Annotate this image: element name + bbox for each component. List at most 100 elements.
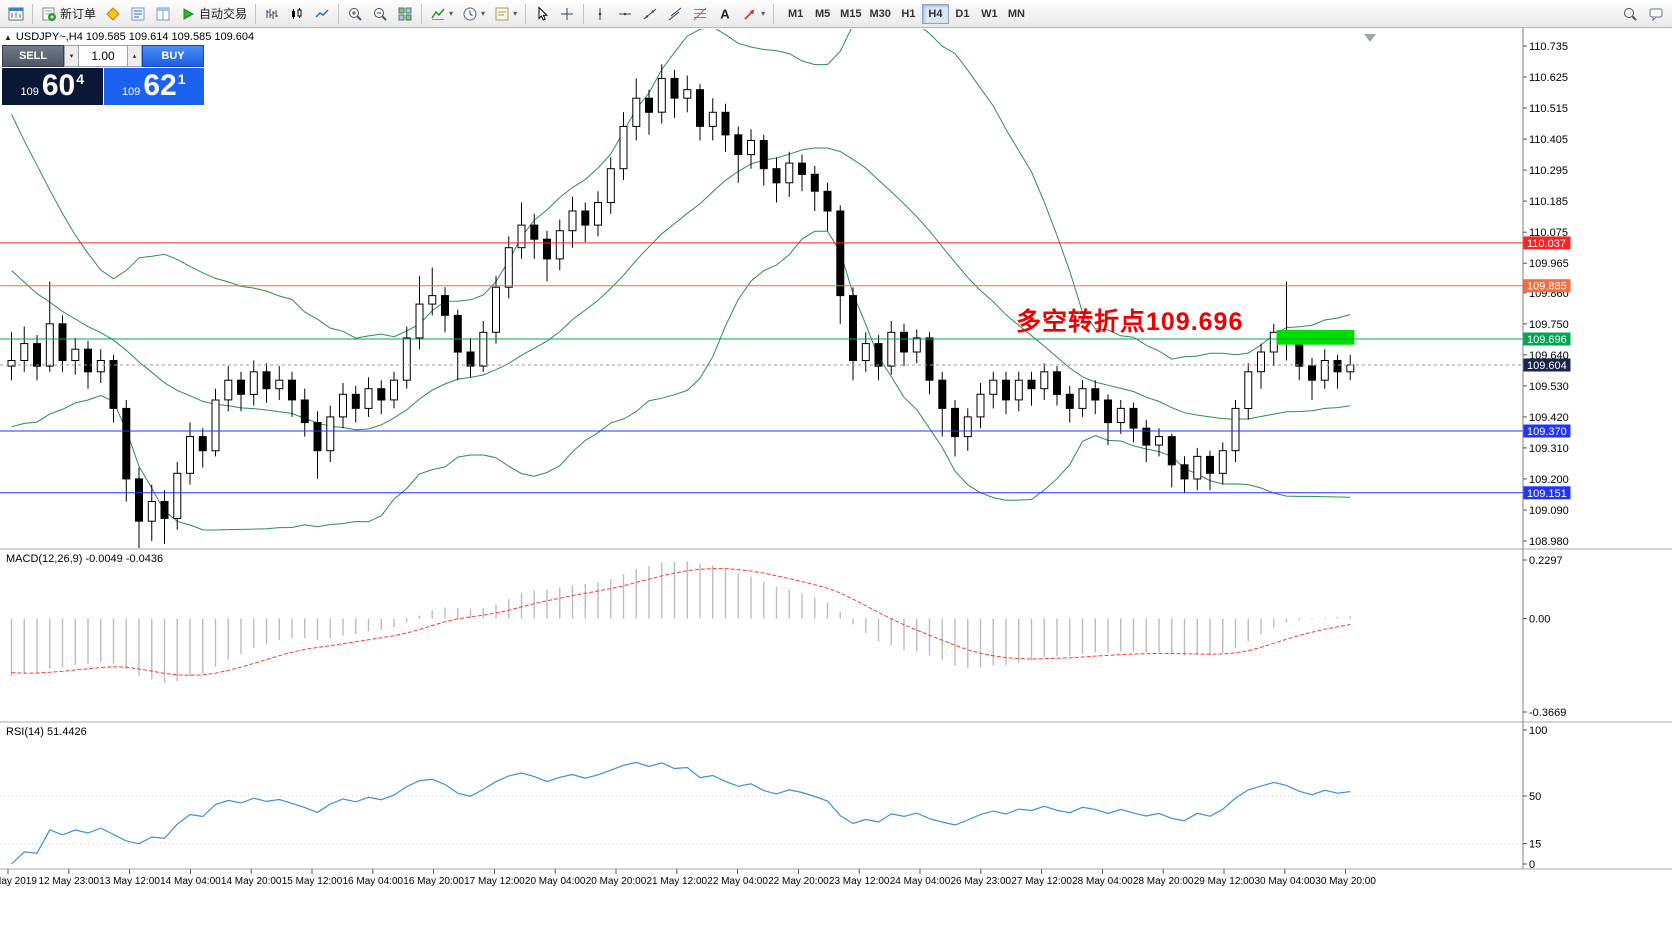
price-axis[interactable]: 110.735 110.625 110.515 110.405 110.295 110.1… [1522,28,1571,871]
main-price-pane[interactable] [7,3,1355,550]
market-watch-icon [130,6,146,22]
fibonacci-button[interactable] [688,2,712,26]
cursor-icon [534,5,550,22]
svg-text:28 May 04:00: 28 May 04:00 [1072,876,1133,887]
dropdown-caret-icon: ▾ [449,9,454,18]
svg-text:14 May 04:00: 14 May 04:00 [160,876,221,887]
svg-text:110.735: 110.735 [1529,41,1568,53]
svg-text:109.530: 109.530 [1529,381,1569,393]
timeframe-m1-button[interactable]: M1 [782,4,809,24]
caret-up-icon: ▴ [132,53,137,60]
volume-up-button[interactable]: ▴ [127,45,142,67]
svg-text:109.090: 109.090 [1529,505,1569,517]
horizontal-line-button[interactable] [613,2,637,26]
svg-text:30 May 04:00: 30 May 04:00 [1254,876,1315,887]
svg-text:109.604: 109.604 [1527,360,1567,372]
zoom-out-button[interactable] [368,2,392,26]
buy-button[interactable]: BUY [142,45,204,67]
candle-chart-button[interactable] [285,2,309,26]
svg-text:17 May 12:00: 17 May 12:00 [464,876,525,887]
svg-text:110.405: 110.405 [1529,134,1568,146]
vertical-line-button[interactable] [588,2,612,26]
svg-text:109.696: 109.696 [1527,334,1567,346]
data-window-button[interactable] [151,2,175,26]
svg-text:14 May 20:00: 14 May 20:00 [221,876,282,887]
hline-icon [617,6,633,22]
pivot-annotation[interactable]: 多空转折点109.696 [1016,308,1244,336]
collapse-triangle-icon[interactable]: ▲ [4,32,12,42]
search-button[interactable] [1618,2,1642,26]
new-chart-button[interactable] [4,2,28,26]
toolbar-right-group [1618,2,1668,26]
tile-icon [397,6,413,22]
magnifier-icon [1622,6,1638,22]
svg-text:108.980: 108.980 [1529,536,1569,548]
channel-button[interactable] [663,2,687,26]
svg-text:13 May 12:00: 13 May 12:00 [99,876,160,887]
templates-button[interactable]: ▾ [490,2,521,26]
favorites-button[interactable] [101,2,125,26]
macd-pane[interactable] [10,561,1351,683]
svg-text:109.965: 109.965 [1529,258,1569,270]
svg-text:20 May 20:00: 20 May 20:00 [586,876,647,887]
timeframe-d1-button[interactable]: D1 [949,4,976,24]
arrows-button[interactable]: ▾ [738,2,769,26]
periods-button[interactable]: ▾ [458,2,489,26]
new-order-button[interactable]: 新订单 [37,2,100,26]
svg-text:109.310: 109.310 [1529,443,1569,455]
chart-shift-marker[interactable] [1364,34,1376,42]
line-chart-button[interactable] [310,2,334,26]
feedback-button[interactable] [1644,2,1668,26]
svg-text:109.420: 109.420 [1529,412,1569,424]
timeframe-w1-button[interactable]: W1 [976,4,1003,24]
zoom-out-icon [372,6,388,22]
svg-text:16 May 20:00: 16 May 20:00 [403,876,464,887]
text-button[interactable]: A [713,2,737,26]
toolbar-separator [338,3,340,24]
market-watch-button[interactable] [126,2,150,26]
svg-text:110.037: 110.037 [1527,238,1566,250]
rsi-label: RSI(14) 51.4426 [6,726,87,738]
bid-price-box[interactable]: 109 60 4 [2,68,103,105]
dropdown-caret-icon: ▾ [761,9,766,18]
macd-signal-line [11,568,1351,676]
text-a-icon: A [717,6,733,22]
svg-text:12 May 23:00: 12 May 23:00 [38,876,99,887]
timeframe-m15-button[interactable]: M15 [836,4,865,24]
volume-input[interactable] [79,45,127,67]
svg-text:23 May 12:00: 23 May 12:00 [829,876,890,887]
bars-icon [264,6,280,22]
sell-button[interactable]: SELL [2,45,64,67]
trendline-button[interactable] [638,2,662,26]
timeframe-h4-button[interactable]: H4 [921,3,949,24]
svg-text:30 May 20:00: 30 May 20:00 [1315,876,1376,887]
svg-text:22 May 20:00: 22 May 20:00 [768,876,829,887]
toolbar-separator [255,3,257,24]
volume-down-button[interactable]: ▾ [64,45,79,67]
crosshair-icon [559,6,575,22]
svg-text:22 May 04:00: 22 May 04:00 [707,876,768,887]
new-order-button-label: 新订单 [60,7,97,21]
tile-windows-button[interactable] [393,2,417,26]
order-ticket-icon [41,6,57,22]
highlight-rectangle[interactable] [1276,330,1355,345]
svg-text:20 May 04:00: 20 May 04:00 [525,876,586,887]
bid-price-sup: 4 [76,71,85,87]
rsi-pane[interactable] [0,761,1523,865]
timeframe-m30-button[interactable]: M30 [866,4,895,24]
cursor-button[interactable] [530,2,554,26]
bar-chart-button[interactable] [260,2,284,26]
fibo-icon [692,6,708,22]
svg-text:A: A [720,6,730,21]
timeframe-mn-button[interactable]: MN [1003,4,1030,24]
zoom-in-button[interactable] [343,2,367,26]
timeframe-h1-button[interactable]: H1 [895,4,922,24]
timeframe-m5-button[interactable]: M5 [809,4,836,24]
indicators-button[interactable]: ▾ [426,2,457,26]
ask-price-box[interactable]: 109 62 1 [103,68,204,105]
svg-text:29 May 12:00: 29 May 12:00 [1194,876,1255,887]
autotrading-button[interactable]: 自动交易 [176,2,251,26]
crosshair-button[interactable] [555,2,579,26]
